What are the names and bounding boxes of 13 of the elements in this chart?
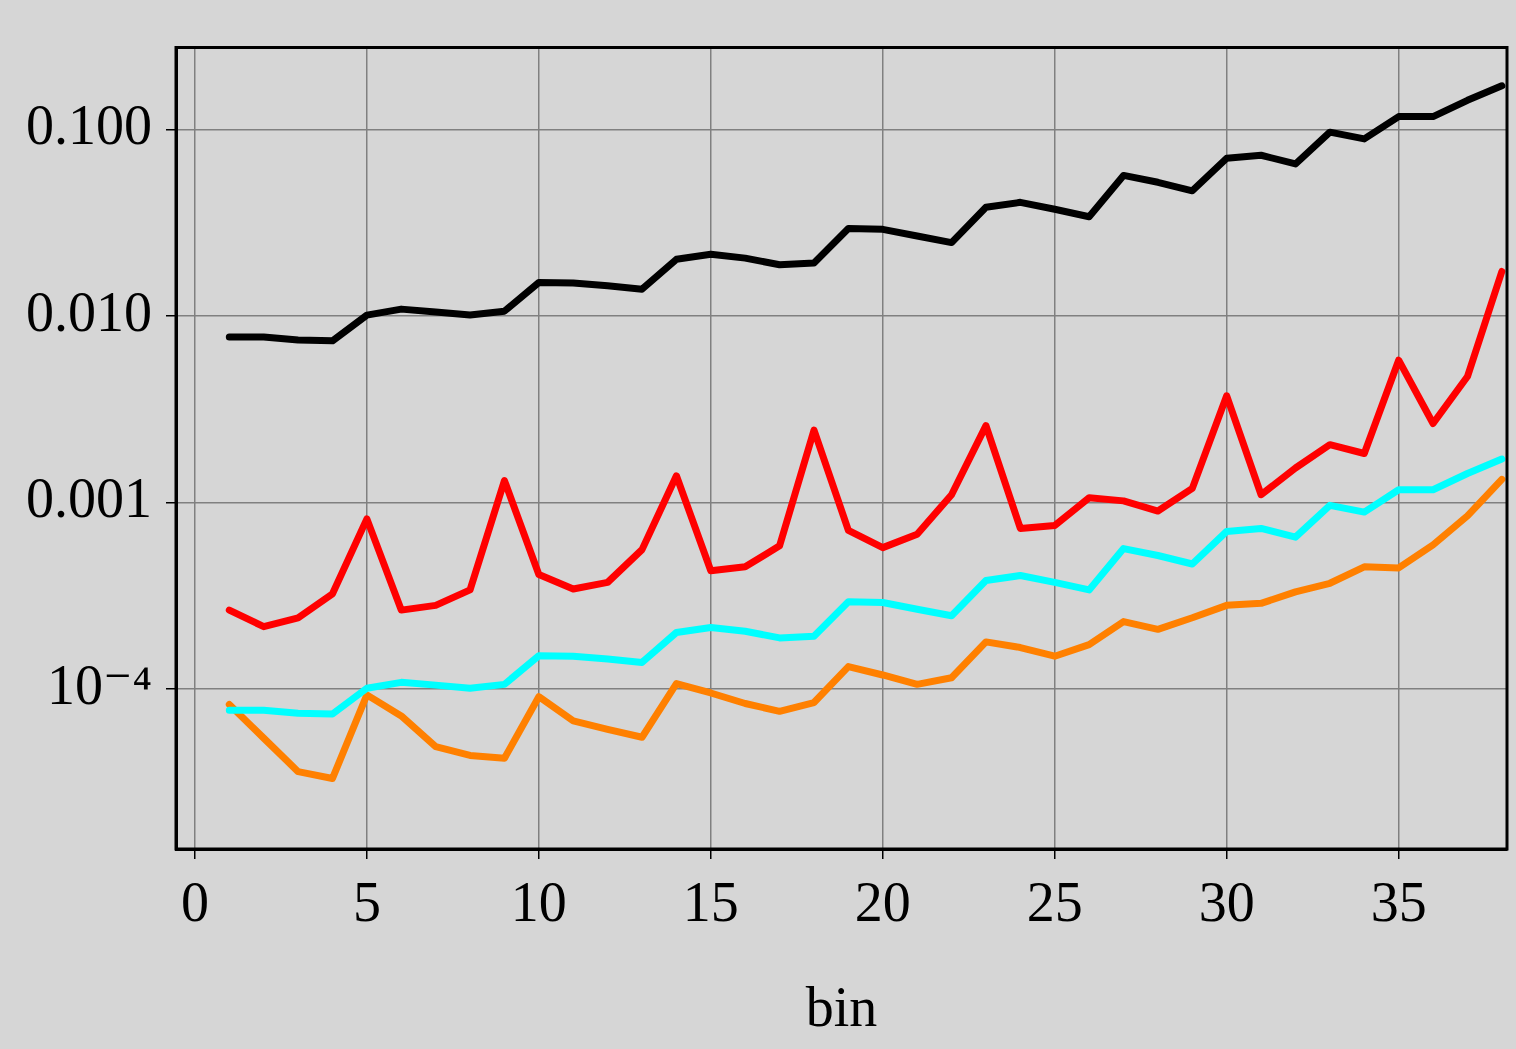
y-tick-label: 0.010 [26, 280, 152, 343]
x-tick-label: 5 [352, 871, 381, 934]
y-tick-label: 0.100 [26, 93, 152, 156]
x-tick-label: 15 [682, 871, 739, 934]
y-tick-label: 0.001 [26, 467, 152, 530]
x-tick-label: 10 [510, 871, 567, 934]
x-tick-label: 35 [1370, 871, 1427, 934]
x-axis-title: bin [805, 976, 878, 1039]
x-tick-label: 0 [180, 871, 209, 934]
x-tick-label: 20 [854, 871, 911, 934]
x-tick-label: 25 [1026, 871, 1083, 934]
y-tick-label: 10⁻⁴ [46, 653, 152, 716]
x-tick-label: 30 [1198, 871, 1255, 934]
